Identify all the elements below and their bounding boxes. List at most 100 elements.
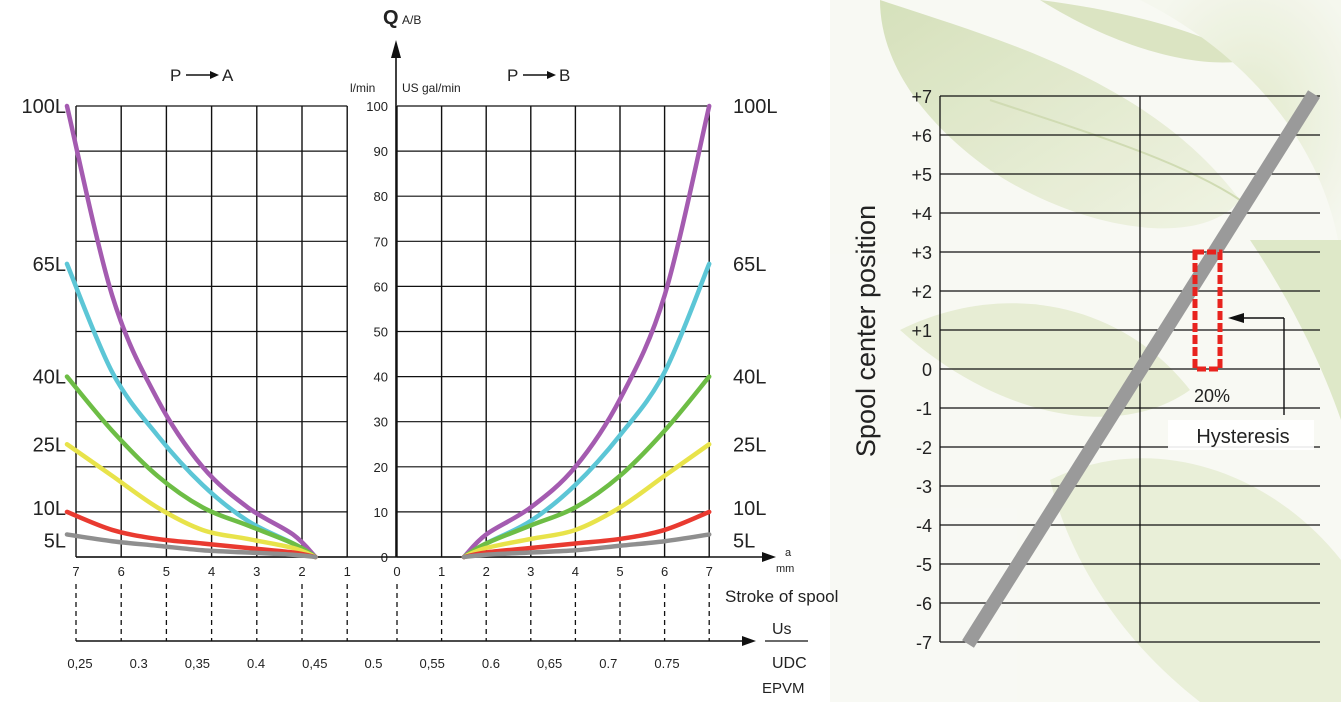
series-curve-right (461, 532, 712, 560)
left-x-tick-label: 4 (208, 564, 215, 579)
y-tick-label: 80 (374, 189, 388, 204)
right-panel-title-to: B (559, 66, 570, 85)
band-label: 20% (1194, 386, 1230, 406)
chart-title-sub: A/B (402, 13, 421, 27)
x-axis-arrow (762, 552, 776, 562)
chart-title: Q (383, 7, 399, 29)
left-x-tick-label: 5 (163, 564, 170, 579)
left-panel-title-to: A (222, 66, 234, 85)
y-tick-label: 90 (374, 144, 388, 159)
ratio-tick-label: 0,55 (420, 656, 445, 671)
ratio-label-bottom: UDC (772, 655, 807, 672)
ratio-tick-label: 0.5 (364, 656, 382, 671)
ratio-label-top: Us (772, 621, 792, 638)
spool-y-tick-label: -6 (916, 594, 932, 614)
left-x-tick-label: 6 (118, 564, 125, 579)
spool-y-tick-label: +6 (911, 126, 932, 146)
annotation-arrow-head (1228, 313, 1244, 323)
y-unit-metric: l/min (350, 81, 375, 95)
series-label-right: 25L (733, 434, 766, 456)
right-panel-title-arrow-head (547, 71, 556, 79)
left-x-tick-label: 3 (253, 564, 260, 579)
spool-y-tick-label: -5 (916, 555, 932, 575)
right-panel-title-from: P (507, 66, 518, 85)
spool-y-tick-label: -7 (916, 633, 932, 653)
right-x-tick-label: 2 (483, 564, 490, 579)
spool-y-tick-label: 0 (922, 360, 932, 380)
series-curve-left (64, 374, 318, 560)
y-tick-label: 60 (374, 279, 388, 294)
right-x-tick-label: 4 (572, 564, 579, 579)
ratio-tick-label: 0.7 (599, 656, 617, 671)
series-curve-right (461, 374, 712, 560)
series-curve-left (64, 532, 318, 560)
ratio-tick-label: 0.75 (654, 656, 679, 671)
y-tick-label: 100 (366, 99, 388, 114)
ratio-label-sub: EPVM (762, 680, 805, 697)
series-label-left: 5L (44, 530, 66, 552)
spool-y-tick-label: +1 (911, 321, 932, 341)
series-curve-left (64, 509, 318, 560)
spool-y-tick-label: +2 (911, 282, 932, 302)
ratio-tick-label: 0,45 (302, 656, 327, 671)
series-label-right: 10L (733, 498, 766, 520)
series-curve-right (461, 261, 712, 560)
y-tick-label: 70 (374, 234, 388, 249)
left-x-tick-label: 7 (72, 564, 79, 579)
ratio-tick-label: 0.3 (130, 656, 148, 671)
right-x-tick-label: 1 (438, 564, 445, 579)
spool-y-tick-label: +4 (911, 204, 932, 224)
ratio-tick-label: 0.6 (482, 656, 500, 671)
spool-y-tick-label: -1 (916, 399, 932, 419)
right-x-tick-label: 0 (393, 564, 400, 579)
spool-y-tick-label: +7 (911, 87, 932, 107)
ratio-axis-arrow (742, 636, 756, 646)
ratio-tick-label: 0,25 (67, 656, 92, 671)
x-axis-label: Stroke of spool (725, 587, 838, 606)
series-label-right: 40L (733, 367, 766, 389)
spool-y-tick-label: +3 (911, 243, 932, 263)
left-x-tick-label: 2 (298, 564, 305, 579)
series-label-left: 40L (33, 367, 66, 389)
left-panel-title-arrow-head (210, 71, 219, 79)
spool-chart: +7 +6 +5 +4 +3 +2 +1 0 -1 -2 -3 -4 -5 -6 -7 Spool cente… (851, 87, 1320, 653)
series-curve-left (64, 261, 318, 560)
y-tick-label: 20 (374, 460, 388, 475)
series-curve-right (461, 103, 712, 560)
series-curve-right (461, 442, 712, 560)
spool-position-line (962, 90, 1320, 648)
series-curve-left (64, 103, 318, 560)
x-unit-letter: a (785, 547, 792, 559)
y-tick-label: 30 (374, 415, 388, 430)
series-label-left: 25L (33, 434, 66, 456)
series-label-right: 65L (733, 254, 766, 276)
ratio-tick-label: 0,65 (537, 656, 562, 671)
hysteresis-band (1192, 249, 1223, 372)
left-x-tick-label: 1 (344, 564, 351, 579)
series-label-left: 10L (33, 498, 66, 520)
x-unit: mm (776, 563, 794, 575)
left-panel-title-from: P (170, 66, 181, 85)
spool-y-axis-label: Spool center position (851, 205, 881, 457)
ratio-tick-label: 0.4 (247, 656, 265, 671)
right-x-tick-label: 7 (706, 564, 713, 579)
series-label-right: 100L (733, 96, 778, 118)
spool-y-tick-label: +5 (911, 165, 932, 185)
series-label-left: 65L (33, 254, 66, 276)
annotation-label-bg (1168, 420, 1314, 450)
y-unit-us: US gal/min (402, 81, 461, 95)
series-curve-left (64, 442, 318, 560)
right-x-tick-label: 3 (527, 564, 534, 579)
right-x-tick-label: 6 (661, 564, 668, 579)
background-leaves (830, 0, 1341, 702)
annotation-label: Hysteresis (1196, 426, 1289, 448)
ratio-tick-label: 0,35 (185, 656, 210, 671)
y-tick-label: 40 (374, 370, 388, 385)
series-label-right: 5L (733, 530, 755, 552)
spool-y-tick-label: -2 (916, 438, 932, 458)
spool-y-tick-label: -4 (916, 516, 932, 536)
series-label-left: 100L (22, 96, 67, 118)
